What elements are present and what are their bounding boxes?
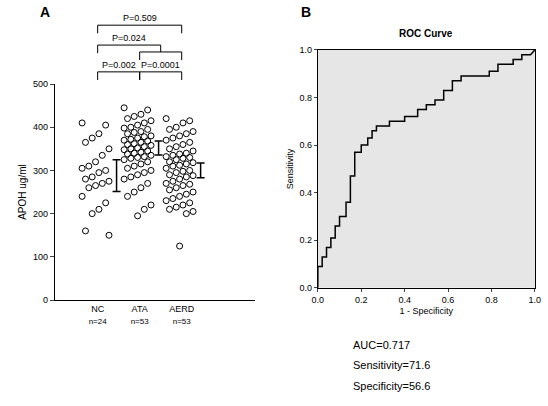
svg-text:0.0: 0.0 [300, 283, 313, 293]
svg-text:100: 100 [33, 252, 48, 262]
svg-text:0.6: 0.6 [442, 295, 455, 305]
svg-text:500: 500 [33, 79, 48, 89]
svg-text:0.4: 0.4 [300, 188, 313, 198]
svg-text:AUC=0.717: AUC=0.717 [353, 339, 410, 351]
svg-text:0.2: 0.2 [300, 235, 313, 245]
svg-text:0.8: 0.8 [300, 93, 313, 103]
svg-text:0.0: 0.0 [312, 295, 325, 305]
svg-text:0.8: 0.8 [485, 295, 498, 305]
svg-text:1 - Specificity: 1 - Specificity [400, 306, 454, 316]
svg-text:P=0.024: P=0.024 [112, 33, 146, 43]
svg-text:0: 0 [43, 295, 48, 305]
svg-text:400: 400 [33, 122, 48, 132]
svg-text:200: 200 [33, 209, 48, 219]
svg-text:P=0.0001: P=0.0001 [141, 60, 180, 70]
svg-text:P=0.002: P=0.002 [102, 60, 136, 70]
svg-text:ATAn=53: ATAn=53 [131, 304, 150, 326]
svg-text:B: B [301, 4, 311, 20]
svg-text:AERDn=53: AERDn=53 [169, 304, 195, 326]
svg-text:300: 300 [33, 166, 48, 176]
svg-text:Specificity=56.6: Specificity=56.6 [353, 380, 430, 392]
svg-text:A: A [40, 4, 50, 20]
svg-text:0.2: 0.2 [355, 295, 368, 305]
svg-text:Sensitivity=71.6: Sensitivity=71.6 [353, 359, 430, 371]
svg-text:APOH ug/ml: APOH ug/ml [17, 164, 28, 220]
svg-text:P=0.509: P=0.509 [123, 13, 157, 23]
svg-text:0.6: 0.6 [300, 140, 313, 150]
svg-text:1.0: 1.0 [529, 295, 542, 305]
svg-text:1.0: 1.0 [300, 45, 313, 55]
svg-text:0.4: 0.4 [398, 295, 411, 305]
svg-text:ROC Curve: ROC Curve [399, 28, 453, 39]
svg-text:NCn=24: NCn=24 [89, 304, 108, 326]
svg-text:Sensitivity: Sensitivity [285, 148, 295, 189]
